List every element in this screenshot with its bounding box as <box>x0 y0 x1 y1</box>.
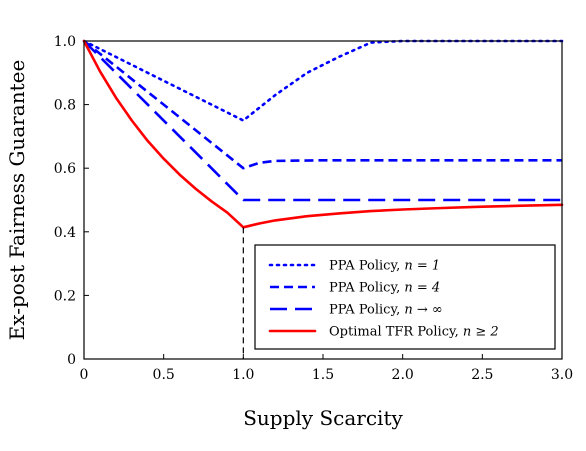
legend-label-3: PPA Policy, n → ∞ <box>329 303 443 318</box>
legend-label-text: PPA Policy, <box>329 281 404 296</box>
legend-label-math: n → ∞ <box>404 303 442 318</box>
y-tick-label: 0 <box>67 352 76 368</box>
legend-label-text: PPA Policy, <box>329 259 404 274</box>
legend-label-text: Optimal TFR Policy, <box>329 325 463 340</box>
legend-label-text: PPA Policy, <box>329 303 404 318</box>
legend-label-math: n ≥ 2 <box>463 325 499 340</box>
x-tick-label: 1.0 <box>232 367 254 383</box>
x-tick-label: 0.5 <box>153 367 175 383</box>
x-tick-label: 1.5 <box>312 367 334 383</box>
series-line-4 <box>82 39 564 229</box>
y-axis-title: Ex-post Fairness Guarantee <box>5 60 29 341</box>
legend-label-4: Optimal TFR Policy, n ≥ 2 <box>329 325 499 340</box>
x-tick-label: 2.5 <box>471 367 493 383</box>
y-tick-label: 1.0 <box>54 34 76 50</box>
legend-label-1: PPA Policy, n = 1 <box>329 259 440 274</box>
y-tick-label: 0.8 <box>54 98 76 114</box>
ticks-layer: 0 0.5 1.0 1.5 2.0 2.5 3.0 0 0.2 0.4 0.6 0.8 1.0 <box>54 34 573 383</box>
y-tick-label: 0.6 <box>54 161 76 177</box>
x-tick-label: 2.0 <box>392 367 414 383</box>
series-line-1 <box>82 39 564 122</box>
series-line-3 <box>83 40 562 202</box>
x-tick-label: 3.0 <box>551 367 573 383</box>
x-axis-title: Supply Scarcity <box>243 406 403 430</box>
y-tick-label: 0.2 <box>54 288 76 304</box>
legend-label-math: n = 1 <box>404 259 440 274</box>
legend-label-math: n = 4 <box>404 281 440 296</box>
x-tick-label: 0 <box>80 367 89 383</box>
y-tick-label: 0.4 <box>54 225 76 241</box>
series-line-2 <box>83 39 562 170</box>
series-layer <box>82 39 564 229</box>
legend-label-2: PPA Policy, n = 4 <box>329 281 440 296</box>
